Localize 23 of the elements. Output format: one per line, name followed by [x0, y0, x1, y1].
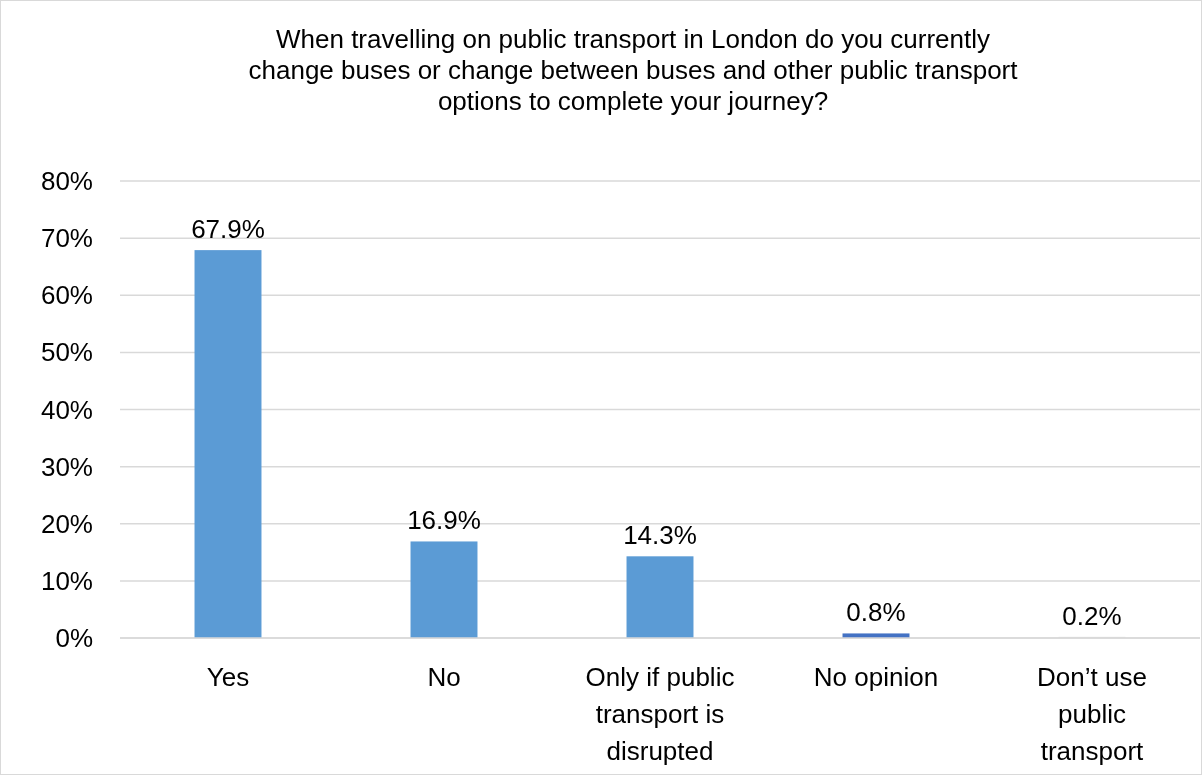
x-tick-label: No opinion — [813, 662, 939, 692]
x-tick-label: No — [427, 662, 461, 692]
x-tick-label: Only if public transport is disrupted — [585, 662, 735, 766]
y-tick-label: 30% — [40, 451, 93, 482]
data-label: 0.2% — [1062, 600, 1122, 631]
data-label: 14.3% — [623, 520, 697, 551]
y-tick-label: 70% — [40, 223, 93, 254]
y-tick-label: 80% — [40, 166, 93, 197]
x-tick-label: Don’t use public transport — [1037, 662, 1147, 766]
data-label: 67.9% — [191, 214, 265, 245]
data-label: 16.9% — [407, 505, 481, 536]
y-tick-label: 50% — [40, 337, 93, 368]
y-tick-label: 0% — [55, 623, 93, 654]
bar — [626, 556, 694, 638]
bar — [410, 541, 478, 638]
y-tick-label: 10% — [40, 565, 93, 596]
y-tick-label: 20% — [40, 508, 93, 539]
x-tick-label: Yes — [206, 662, 250, 692]
y-tick-label: 40% — [40, 394, 93, 425]
y-tick-label: 60% — [40, 280, 93, 311]
data-label: 0.8% — [846, 597, 906, 628]
chart-title: When travelling on public transport in London do you currently change buses or change between buses and other public transport options to complete your journey? — [248, 24, 1019, 116]
bar — [194, 250, 262, 638]
